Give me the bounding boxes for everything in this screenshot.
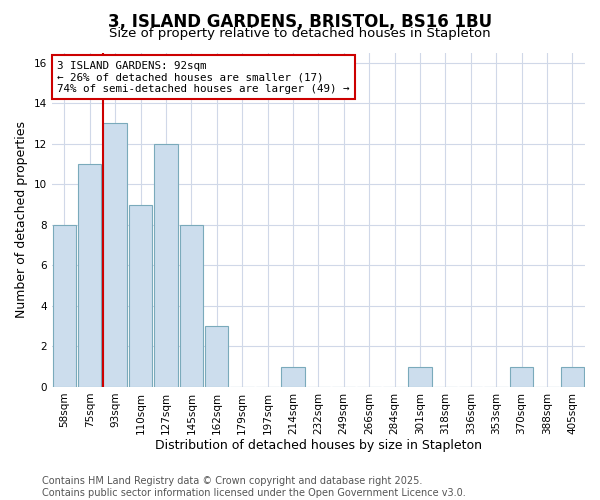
Bar <box>281 366 305 387</box>
X-axis label: Distribution of detached houses by size in Stapleton: Distribution of detached houses by size … <box>155 440 482 452</box>
Bar <box>154 144 178 387</box>
Bar <box>408 366 431 387</box>
Text: Size of property relative to detached houses in Stapleton: Size of property relative to detached ho… <box>109 28 491 40</box>
Bar <box>205 326 229 387</box>
Text: 3, ISLAND GARDENS, BRISTOL, BS16 1BU: 3, ISLAND GARDENS, BRISTOL, BS16 1BU <box>108 12 492 30</box>
Text: 3 ISLAND GARDENS: 92sqm
← 26% of detached houses are smaller (17)
74% of semi-de: 3 ISLAND GARDENS: 92sqm ← 26% of detache… <box>57 61 349 94</box>
Bar <box>78 164 101 387</box>
Bar <box>129 204 152 387</box>
Y-axis label: Number of detached properties: Number of detached properties <box>15 121 28 318</box>
Bar <box>510 366 533 387</box>
Text: Contains HM Land Registry data © Crown copyright and database right 2025.
Contai: Contains HM Land Registry data © Crown c… <box>42 476 466 498</box>
Bar <box>53 225 76 387</box>
Bar <box>560 366 584 387</box>
Bar <box>179 225 203 387</box>
Bar <box>103 124 127 387</box>
